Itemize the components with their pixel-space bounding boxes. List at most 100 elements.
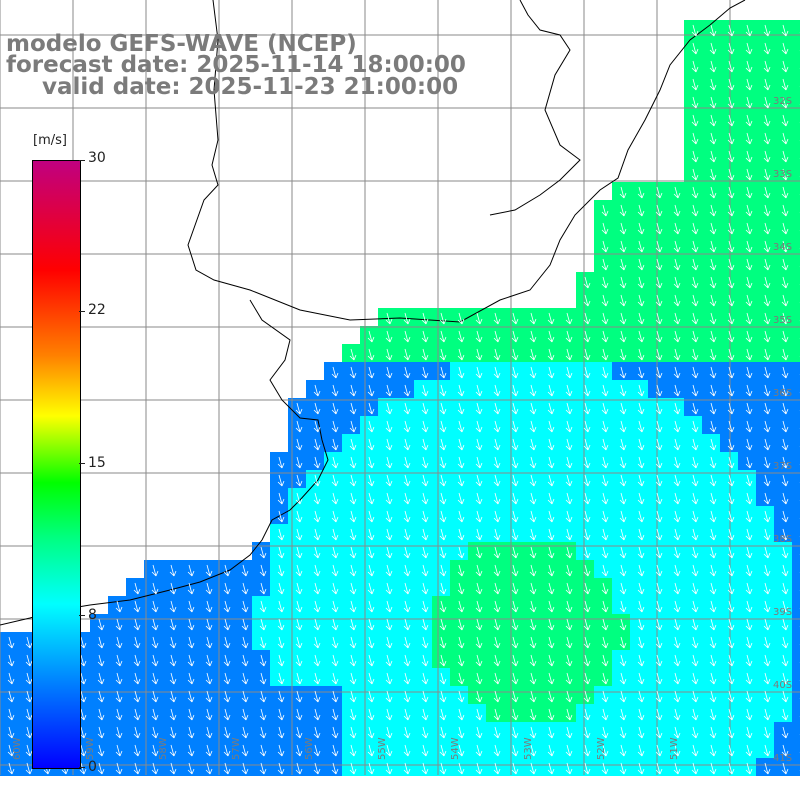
colorbar-tick: 8: [88, 607, 97, 623]
wind-arrow: [565, 330, 573, 343]
wind-cell: [540, 344, 558, 362]
wind-arrow: [331, 546, 339, 559]
wind-arrow: [673, 402, 681, 415]
wind-arrow: [259, 762, 267, 775]
wind-arrow: [565, 582, 573, 595]
wind-arrow: [115, 654, 123, 667]
wind-cell: [432, 326, 450, 344]
wind-arrow: [439, 312, 447, 325]
wind-cell: [522, 740, 540, 758]
wind-arrow: [331, 438, 339, 451]
wind-cell: [486, 542, 504, 560]
wind-cell: [720, 578, 738, 596]
wind-arrow: [565, 546, 573, 559]
wind-arrow: [529, 366, 537, 379]
wind-arrow: [97, 654, 105, 667]
wind-arrow: [727, 654, 735, 667]
wind-arrow: [655, 744, 663, 757]
wind-arrow: [295, 510, 303, 523]
wind-arrow: [709, 564, 717, 577]
wind-cell: [360, 416, 378, 434]
wind-cell: [540, 452, 558, 470]
wind-cell: [738, 200, 756, 218]
wind-cell: [666, 272, 684, 290]
wind-cell: [720, 254, 738, 272]
wind-cell: [486, 344, 504, 362]
coastline-argentina: [0, 299, 329, 626]
wind-arrow: [349, 456, 357, 469]
wind-cell: [774, 344, 792, 362]
wind-cell: [738, 344, 756, 362]
wind-cell: [738, 578, 756, 596]
wind-cell: [702, 578, 720, 596]
wind-arrow: [709, 456, 717, 469]
wind-arrow: [619, 726, 627, 739]
wind-arrow: [205, 708, 213, 721]
wind-cell: [774, 236, 792, 254]
wind-cell: [450, 326, 468, 344]
wind-arrow: [133, 690, 141, 703]
wind-arrow: [295, 564, 303, 577]
wind-cell: [126, 578, 144, 596]
wind-cell: [756, 146, 774, 164]
wind-arrow: [583, 528, 591, 541]
wind-arrow: [331, 402, 339, 415]
wind-arrow: [637, 456, 645, 469]
wind-arrow: [655, 438, 663, 451]
wind-cell: [792, 488, 800, 506]
wind-cell: [558, 488, 576, 506]
wind-cell: [324, 452, 342, 470]
wind-arrow: [385, 600, 393, 613]
wind-arrow: [637, 672, 645, 685]
wind-arrow: [691, 24, 699, 37]
wind-cell: [324, 740, 342, 758]
wind-cell: [108, 740, 126, 758]
wind-cell: [558, 344, 576, 362]
wind-cell: [720, 56, 738, 74]
wind-arrow: [439, 366, 447, 379]
wind-cell: [378, 380, 396, 398]
wind-arrow: [655, 510, 663, 523]
wind-cell: [306, 506, 324, 524]
wind-arrow: [115, 708, 123, 721]
wind-arrow: [601, 366, 609, 379]
wind-cell: [378, 668, 396, 686]
wind-cell: [666, 308, 684, 326]
wind-arrow: [529, 654, 537, 667]
wind-cell: [360, 578, 378, 596]
wind-arrow: [421, 708, 429, 721]
wind-cell: [468, 308, 486, 326]
wind-arrow: [547, 366, 555, 379]
wind-cell: [738, 758, 756, 776]
wind-arrow: [781, 510, 789, 523]
wind-arrow: [709, 42, 717, 55]
wind-cell: [756, 596, 774, 614]
wind-cell: [738, 650, 756, 668]
wind-arrow: [529, 420, 537, 433]
wind-cell: [270, 560, 288, 578]
wind-cell: [702, 218, 720, 236]
wind-arrow: [583, 546, 591, 559]
wind-cell: [378, 704, 396, 722]
wind-cell: [504, 380, 522, 398]
wind-arrow: [691, 276, 699, 289]
wind-arrow: [115, 690, 123, 703]
wind-arrow: [763, 402, 771, 415]
wind-arrow: [745, 600, 753, 613]
wind-arrow: [457, 384, 465, 397]
wind-arrow: [295, 744, 303, 757]
wind-arrow: [421, 510, 429, 523]
wind-cell: [522, 632, 540, 650]
wind-arrow: [367, 708, 375, 721]
wind-cell: [702, 74, 720, 92]
wind-cell: [180, 668, 198, 686]
wind-cell: [720, 668, 738, 686]
wind-cell: [504, 416, 522, 434]
wind-arrow: [691, 528, 699, 541]
wind-arrow: [763, 744, 771, 757]
wind-cell: [612, 236, 630, 254]
wind-cell: [504, 344, 522, 362]
wind-cell: [702, 560, 720, 578]
wind-cell: [738, 542, 756, 560]
wind-cell: [558, 686, 576, 704]
